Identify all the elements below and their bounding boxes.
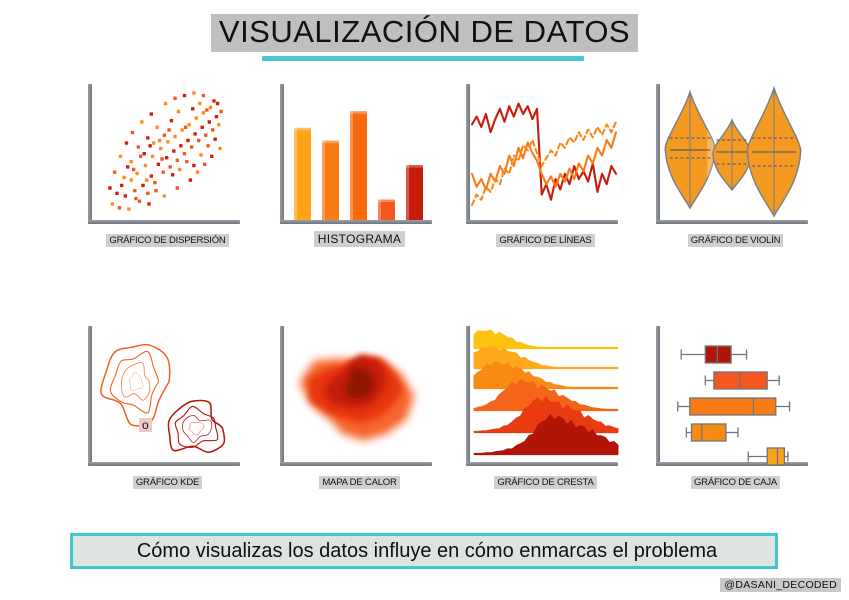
title-underline [262, 56, 584, 61]
caption-ridgeline-text: GRÁFICO DE CRESTA [494, 476, 597, 489]
kde-stray-character: o [139, 418, 152, 432]
caption-histogram-text: HISTOGRAMA [313, 231, 406, 247]
line-y-axis [466, 84, 470, 224]
panel-kde[interactable]: GRÁFICO KDE [80, 322, 255, 497]
caption-line: GRÁFICO DE LÍNEAS [458, 230, 633, 248]
caption-violin: GRÁFICO DE VIOLÍN [648, 230, 823, 248]
kde-x-axis [88, 462, 240, 466]
violin-x-axis [656, 220, 808, 224]
histogram-y-axis [280, 84, 284, 224]
caption-boxplot: GRÁFICO DE CAJA [648, 472, 823, 490]
caption-kde-text: GRÁFICO KDE [132, 476, 203, 489]
caption-heatmap: MAPA DE CALOR [272, 472, 447, 490]
histogram-plot [272, 80, 447, 232]
ridgeline-plot [458, 322, 633, 474]
caption-boxplot-text: GRÁFICO DE CAJA [690, 476, 781, 489]
panel-violin[interactable]: GRÁFICO DE VIOLÍN [648, 80, 823, 255]
heatmap-y-axis [280, 326, 284, 466]
ridgeline-layers [473, 329, 619, 456]
line-plot [458, 80, 633, 232]
panel-boxplot[interactable]: GRÁFICO DE CAJA [648, 322, 823, 497]
histogram-bars [294, 111, 423, 220]
heatmap-plot [272, 322, 447, 474]
caption-kde: GRÁFICO KDE [80, 472, 255, 490]
kde-plot [80, 322, 255, 474]
footer-banner: Cómo visualizas los datos influye en cóm… [70, 533, 778, 569]
scatter-y-axis [88, 84, 92, 224]
caption-scatter-text: GRÁFICO DE DISPERSIÓN [106, 234, 229, 247]
page-title: VISUALIZACIÓN DE DATOS [0, 14, 849, 52]
violin-y-axis [656, 84, 660, 224]
line-series [470, 102, 618, 207]
scatter-x-axis [88, 220, 240, 224]
caption-histogram: HISTOGRAMA [272, 230, 447, 248]
footer-banner-text: Cómo visualizas los datos influye en cóm… [136, 540, 718, 562]
line-x-axis [466, 220, 618, 224]
panel-line[interactable]: GRÁFICO DE LÍNEAS [458, 80, 633, 255]
boxplot-y-axis [656, 326, 660, 466]
panel-heatmap[interactable]: MAPA DE CALOR [272, 322, 447, 497]
heatmap-blob [299, 354, 415, 441]
page-title-text: VISUALIZACIÓN DE DATOS [210, 14, 639, 52]
ridgeline-x-axis [466, 462, 618, 466]
panel-scatter[interactable]: GRÁFICO DE DISPERSIÓN [80, 80, 255, 255]
boxplot-boxes [677, 345, 791, 466]
author-handle: @DASANI_DECODED [720, 575, 841, 593]
boxplot-x-axis [656, 462, 808, 466]
panel-ridgeline[interactable]: GRÁFICO DE CRESTA [458, 322, 633, 497]
kde-y-axis [88, 326, 92, 466]
author-handle-text: @DASANI_DECODED [720, 578, 841, 592]
caption-violin-text: GRÁFICO DE VIOLÍN [687, 234, 784, 247]
heatmap-x-axis [280, 462, 432, 466]
kde-contours [100, 343, 226, 453]
histogram-x-axis [280, 220, 432, 224]
scatter-plot [80, 80, 255, 232]
caption-scatter: GRÁFICO DE DISPERSIÓN [80, 230, 255, 248]
caption-ridgeline: GRÁFICO DE CRESTA [458, 472, 633, 490]
ridgeline-y-axis [466, 326, 470, 466]
boxplot-plot [648, 322, 823, 474]
caption-line-text: GRÁFICO DE LÍNEAS [496, 234, 595, 247]
violin-shapes [664, 85, 802, 218]
caption-heatmap-text: MAPA DE CALOR [319, 476, 400, 489]
scatter-marks [108, 91, 223, 211]
violin-plot [648, 80, 823, 232]
panel-histogram[interactable]: HISTOGRAMA [272, 80, 447, 255]
